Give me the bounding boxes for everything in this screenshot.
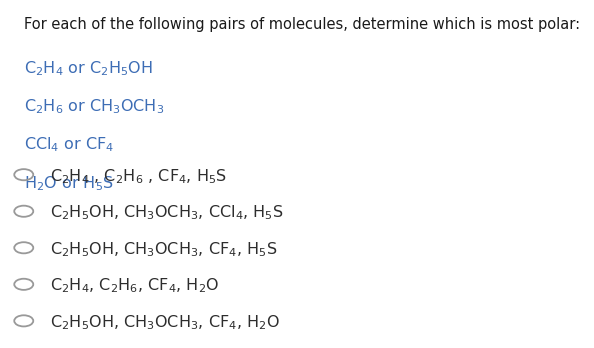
Text: $\mathregular{C_2H_5OH}$, $\mathregular{CH_3OCH_3}$, $\mathregular{CCl_4}$, $\ma: $\mathregular{C_2H_5OH}$, $\mathregular{… [50, 204, 285, 222]
Text: $\mathregular{CCl_4}$ or $\mathregular{CF_4}$: $\mathregular{CCl_4}$ or $\mathregular{C… [24, 136, 114, 155]
Text: For each of the following pairs of molecules, determine which is most polar:: For each of the following pairs of molec… [24, 17, 580, 32]
Text: $\mathregular{C_2H_5OH}$, $\mathregular{CH_3OCH_3}$, $\mathregular{CF_4}$, $\mat: $\mathregular{C_2H_5OH}$, $\mathregular{… [50, 313, 280, 332]
Text: $\mathregular{C_2H_4}$ , $\mathregular{C_2H_6}$ , $\mathregular{CF_4}$, $\mathre: $\mathregular{C_2H_4}$ , $\mathregular{C… [50, 167, 228, 186]
Text: $\mathregular{C_2H_6}$ or $\mathregular{CH_3OCH_3}$: $\mathregular{C_2H_6}$ or $\mathregular{… [24, 97, 164, 116]
Text: $\mathregular{C_2H_4}$ or $\mathregular{C_2H_5OH}$: $\mathregular{C_2H_4}$ or $\mathregular{… [24, 59, 153, 78]
Text: $\mathregular{C_2H_4}$, $\mathregular{C_2H_6}$, $\mathregular{CF_4}$, $\mathregu: $\mathregular{C_2H_4}$, $\mathregular{C_… [50, 277, 220, 295]
Text: $\mathregular{H_2O}$ or $\mathregular{H_5S}$: $\mathregular{H_2O}$ or $\mathregular{H_… [24, 174, 113, 193]
Text: $\mathregular{C_2H_5OH}$, $\mathregular{CH_3OCH_3}$, $\mathregular{CF_4}$, $\mat: $\mathregular{C_2H_5OH}$, $\mathregular{… [50, 240, 278, 259]
